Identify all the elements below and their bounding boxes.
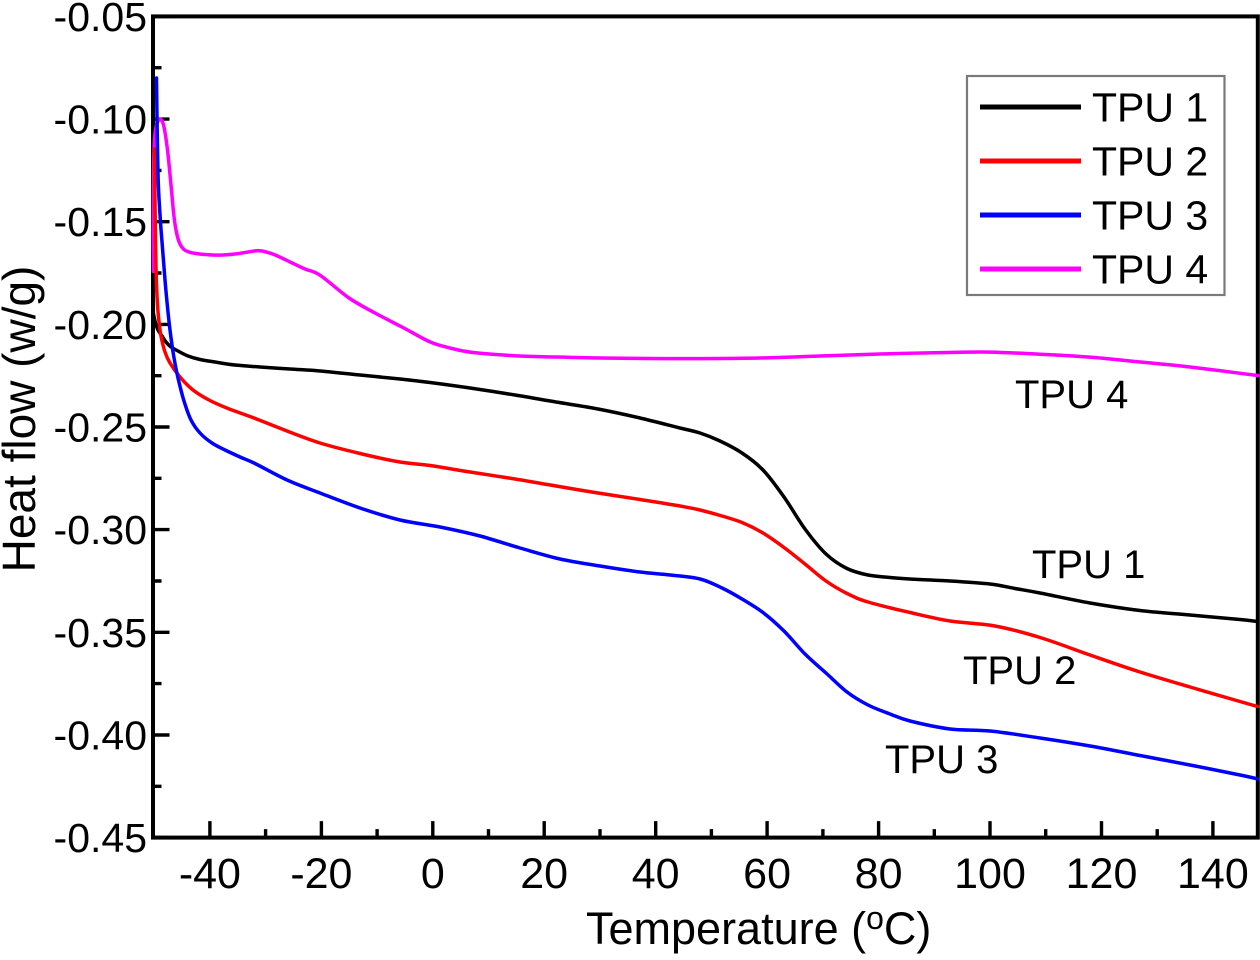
svg-text:-0.45: -0.45: [54, 815, 147, 861]
svg-text:-0.30: -0.30: [54, 507, 147, 553]
svg-text:120: 120: [1066, 850, 1138, 898]
svg-text:-0.20: -0.20: [54, 302, 147, 348]
svg-text:TPU 4: TPU 4: [1092, 247, 1208, 293]
svg-text:60: 60: [743, 850, 791, 898]
svg-text:-0.35: -0.35: [54, 610, 147, 656]
svg-text:140: 140: [1177, 850, 1249, 898]
svg-text:-0.05: -0.05: [54, 0, 147, 40]
svg-text:-0.15: -0.15: [54, 199, 147, 245]
svg-text:TPU 4: TPU 4: [1015, 373, 1128, 417]
svg-text:TPU 2: TPU 2: [1092, 139, 1208, 185]
svg-text:80: 80: [855, 850, 903, 898]
svg-text:20: 20: [520, 850, 568, 898]
svg-text:40: 40: [632, 850, 680, 898]
svg-text:Temperature (oC): Temperature (oC): [586, 900, 931, 954]
svg-text:TPU 3: TPU 3: [885, 738, 998, 782]
svg-text:-20: -20: [290, 850, 352, 898]
svg-text:-0.40: -0.40: [54, 713, 147, 759]
svg-text:Heat flow (w/g): Heat flow (w/g): [0, 266, 45, 573]
svg-text:-0.10: -0.10: [54, 97, 147, 143]
svg-text:100: 100: [954, 850, 1026, 898]
svg-text:0: 0: [421, 850, 445, 898]
svg-text:TPU 3: TPU 3: [1092, 193, 1208, 239]
svg-text:-40: -40: [179, 850, 241, 898]
svg-text:-0.25: -0.25: [54, 405, 147, 451]
svg-text:TPU 1: TPU 1: [1092, 85, 1208, 131]
svg-text:TPU 2: TPU 2: [963, 649, 1076, 693]
svg-text:TPU 1: TPU 1: [1032, 543, 1145, 587]
